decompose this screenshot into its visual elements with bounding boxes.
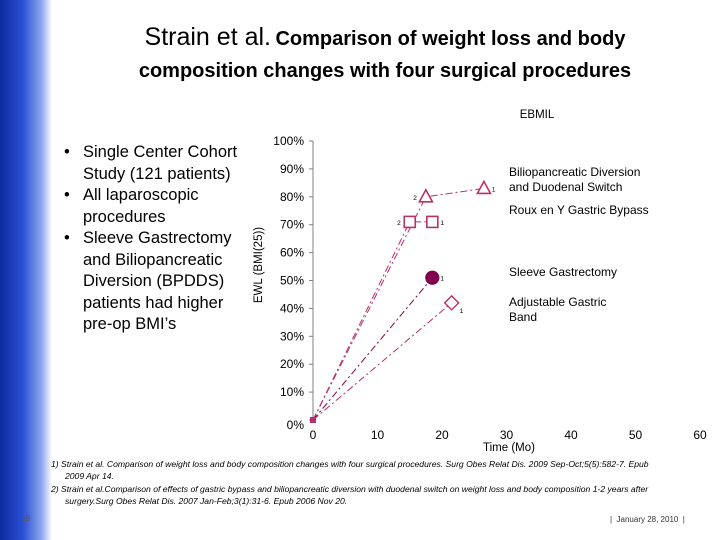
series-label: Sleeve Gastrectomy [509, 265, 617, 279]
series-label: Biliopancreatic Diversion [509, 165, 640, 179]
y-tick-label: 100% [273, 134, 304, 148]
series-label: Roux en Y Gastric Bypass [509, 203, 649, 217]
axes: 0% 10% 20% 30% 40% 50% 60% 70% 80% 90% 100% 0 10 20 30… [273, 134, 707, 442]
left-accent-bar [0, 0, 52, 540]
origin-point [310, 417, 316, 423]
footer: | January 28, 2010 | [610, 515, 685, 524]
slide-title: Strain et al. Comparison of weight loss … [60, 22, 710, 88]
y-tick-label: 60% [280, 246, 304, 260]
y-tick-label: 20% [280, 357, 304, 371]
bullet-item: Sleeve Gastrectomy and Biliopancreatic D… [64, 228, 254, 336]
title-author: Strain et al. [144, 23, 271, 51]
y-tick-label: 40% [280, 301, 304, 315]
y-tick-label: 0% [287, 418, 305, 432]
bullet-item: All laparoscopic procedures [64, 185, 254, 228]
x-tick-label: 20 [435, 428, 449, 442]
point-label: 1 [440, 276, 444, 283]
slide-number: 19 [21, 514, 30, 523]
y-tick-label: 50% [280, 274, 304, 288]
y-tick-label: 90% [280, 162, 304, 176]
bullet-item: Single Center Cohort Study (121 patients… [64, 142, 254, 185]
references: 1) Strain et al. Comparison of weight lo… [51, 458, 651, 508]
y-tick-label: 10% [280, 385, 304, 399]
reference-2: 2) Strain et al.Comparison of effects of… [51, 483, 649, 507]
circle-marker [425, 270, 440, 285]
x-axis-label: Time (Mo) [483, 442, 535, 454]
triangle-marker [418, 188, 434, 203]
point-label: 1 [440, 220, 444, 227]
y-tick-label: 70% [280, 218, 304, 232]
series-group: 2 1 2 1 1 1 [310, 179, 496, 423]
y-tick-label: 30% [280, 329, 304, 343]
x-tick-label: 0 [310, 428, 317, 442]
reference-1: 1) Strain et al. Comparison of weight lo… [51, 459, 649, 482]
point-label: 2 [413, 195, 417, 202]
point-label: 2 [397, 220, 401, 227]
point-label: 1 [460, 308, 464, 315]
diamond-marker [443, 294, 460, 311]
title-part2: composition changes with four surgical p… [138, 60, 632, 82]
footer-date: January 28, 2010 [616, 515, 679, 524]
y-tick-label: 80% [280, 190, 304, 204]
chart-title: EBMIL [520, 109, 555, 121]
square-marker [403, 215, 417, 229]
y-axis-label: EWL (BMI(25)) [253, 227, 265, 303]
square-marker [426, 215, 439, 229]
point-label: 1 [492, 186, 496, 193]
series-label: and Duodenal Switch [509, 180, 622, 194]
series-line [312, 277, 433, 421]
series-line [312, 302, 452, 421]
x-tick-label: 50 [629, 428, 643, 442]
series-label: Band [509, 310, 537, 324]
series-line [312, 221, 433, 421]
series-label: Adjustable Gastric [509, 295, 606, 309]
title-part1: Comparison of weight loss and body [275, 28, 626, 50]
x-tick-label: 60 [693, 428, 707, 442]
triangle-marker [476, 179, 492, 195]
x-tick-label: 10 [371, 428, 385, 442]
x-tick-label: 40 [564, 428, 578, 442]
x-tick-label: 30 [500, 428, 514, 442]
bullet-list: Single Center Cohort Study (121 patients… [64, 142, 254, 336]
